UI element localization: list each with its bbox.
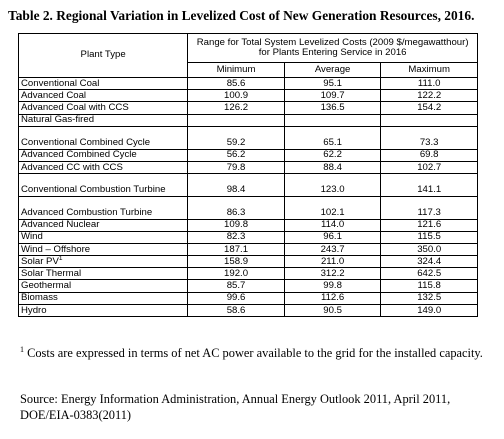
cell-minimum: 82.3 bbox=[187, 230, 285, 244]
table-row: Advanced Nuclear 109.8 114.0 121.6 bbox=[17, 218, 478, 232]
row-label: Advanced Coal with CCS bbox=[17, 101, 189, 115]
cell-minimum: 98.4 bbox=[187, 172, 285, 197]
cell-maximum: 69.8 bbox=[380, 148, 478, 162]
cell-minimum: 187.1 bbox=[187, 242, 285, 257]
table-row: Solar PV1 158.9 211.0 324.4 bbox=[17, 254, 478, 269]
source-citation: Source: Energy Information Administratio… bbox=[20, 392, 451, 422]
cell-maximum: 141.1 bbox=[380, 172, 478, 197]
cell-minimum: 158.9 bbox=[187, 255, 285, 269]
table-row: Conventional Coal 85.6 95.1 111.0 bbox=[17, 76, 478, 91]
row-label: Advanced Combustion Turbine bbox=[17, 195, 189, 220]
cell-average: 123.0 bbox=[283, 172, 382, 197]
cell-average: 114.0 bbox=[283, 218, 382, 232]
row-label: Advanced Nuclear bbox=[17, 218, 189, 232]
row-label: Advanced Coal bbox=[17, 89, 189, 103]
cell-maximum: 132.5 bbox=[380, 291, 478, 305]
row-label: Advanced Combined Cycle bbox=[17, 148, 189, 162]
cell-average: 90.5 bbox=[283, 303, 382, 318]
cell-average: 95.1 bbox=[283, 76, 382, 91]
cell-average: 109.7 bbox=[283, 89, 382, 103]
header-cost-range: Range for Total System Levelized Costs (… bbox=[187, 33, 478, 63]
cell-maximum: 115.5 bbox=[380, 230, 478, 244]
cell-average: 112.6 bbox=[283, 291, 382, 305]
cell-minimum: 85.7 bbox=[187, 279, 285, 293]
cell-average: 211.0 bbox=[283, 255, 382, 269]
table-row: Conventional Combined Cycle 59.2 65.1 73… bbox=[17, 125, 478, 150]
row-label: Conventional Combustion Turbine bbox=[17, 172, 189, 197]
footnote-text: Costs are expressed in terms of net AC p… bbox=[24, 346, 483, 360]
table-row: Geothermal 85.7 99.8 115.8 bbox=[17, 279, 478, 293]
cell-minimum bbox=[187, 113, 285, 127]
header-plant-type: Plant Type bbox=[17, 33, 189, 78]
footnote: 1 Costs are expressed in terms of net AC… bbox=[20, 344, 496, 362]
cell-average: 88.4 bbox=[283, 160, 382, 174]
row-label: Solar Thermal bbox=[17, 267, 189, 281]
cell-average: 65.1 bbox=[283, 125, 382, 150]
row-label-cell: Solar PV1 bbox=[17, 254, 189, 269]
cell-maximum: 324.4 bbox=[380, 255, 478, 269]
row-label: Advanced CC with CCS bbox=[17, 160, 189, 174]
row-label: Biomass bbox=[17, 291, 189, 305]
table-row: Solar Thermal 192.0 312.2 642.5 bbox=[17, 267, 478, 281]
table-row: Hydro 58.6 90.5 149.0 bbox=[17, 303, 478, 318]
table-row: Wind – Offshore 187.1 243.7 350.0 bbox=[17, 242, 478, 257]
cell-average: 243.7 bbox=[283, 242, 382, 257]
table-row: Biomass 99.6 112.6 132.5 bbox=[17, 291, 478, 305]
cell-minimum: 85.6 bbox=[187, 76, 285, 91]
table-row: Conventional Combustion Turbine 98.4 123… bbox=[17, 172, 478, 197]
table-row: Advanced CC with CCS 79.8 88.4 102.7 bbox=[17, 160, 478, 174]
table-row: Advanced Combined Cycle 56.2 62.2 69.8 bbox=[17, 148, 478, 162]
cell-maximum: 122.2 bbox=[380, 89, 478, 103]
table-row: Advanced Coal with CCS 126.2 136.5 154.2 bbox=[17, 101, 478, 115]
table-title: Table 2. Regional Variation in Levelized… bbox=[8, 8, 475, 23]
cell-minimum: 126.2 bbox=[187, 101, 285, 115]
row-label: Hydro bbox=[17, 303, 189, 318]
table-row: Wind 82.3 96.1 115.5 bbox=[17, 230, 478, 244]
cell-maximum: 73.3 bbox=[380, 125, 478, 150]
cell-minimum: 59.2 bbox=[187, 125, 285, 150]
cell-average bbox=[283, 113, 382, 127]
cell-average: 62.2 bbox=[283, 148, 382, 162]
cell-minimum: 192.0 bbox=[187, 267, 285, 281]
row-label: Natural Gas-fired bbox=[17, 113, 189, 127]
cell-maximum: 350.0 bbox=[380, 242, 478, 257]
cell-maximum: 111.0 bbox=[380, 76, 478, 91]
row-label: Conventional Coal bbox=[17, 76, 189, 91]
cell-maximum bbox=[380, 113, 478, 127]
footnote-marker: 1 bbox=[58, 254, 63, 262]
levelized-cost-table: Plant Type Range for Total System Leveli… bbox=[17, 33, 478, 318]
cell-minimum: 58.6 bbox=[187, 303, 285, 318]
cell-minimum: 56.2 bbox=[187, 148, 285, 162]
cell-average: 312.2 bbox=[283, 267, 382, 281]
row-label: Geothermal bbox=[17, 279, 189, 293]
cell-minimum: 100.9 bbox=[187, 89, 285, 103]
cell-average: 96.1 bbox=[283, 230, 382, 244]
row-label: Wind bbox=[17, 230, 189, 244]
footnote-number: 1 bbox=[20, 344, 24, 354]
cell-average: 102.1 bbox=[283, 195, 382, 220]
header-average: Average bbox=[283, 61, 382, 79]
cell-maximum: 115.8 bbox=[380, 279, 478, 293]
table-row-group-header: Natural Gas-fired bbox=[17, 113, 478, 127]
cell-maximum: 117.3 bbox=[380, 195, 478, 220]
header-minimum: Minimum bbox=[187, 61, 285, 79]
cell-maximum: 149.0 bbox=[380, 303, 478, 318]
cell-average: 99.8 bbox=[283, 279, 382, 293]
row-label: Conventional Combined Cycle bbox=[17, 125, 189, 150]
cell-minimum: 79.8 bbox=[187, 160, 285, 174]
row-label: Solar PV bbox=[21, 255, 59, 267]
cell-maximum: 642.5 bbox=[380, 267, 478, 281]
cell-maximum: 154.2 bbox=[380, 101, 478, 115]
header-maximum: Maximum bbox=[380, 61, 478, 79]
cell-maximum: 102.7 bbox=[380, 160, 478, 174]
cell-minimum: 99.6 bbox=[187, 291, 285, 305]
cell-maximum: 121.6 bbox=[380, 218, 478, 232]
cell-minimum: 86.3 bbox=[187, 195, 285, 220]
cell-minimum: 109.8 bbox=[187, 218, 285, 232]
table-row: Advanced Combustion Turbine 86.3 102.1 1… bbox=[17, 195, 478, 220]
cell-average: 136.5 bbox=[283, 101, 382, 115]
table-row: Advanced Coal 100.9 109.7 122.2 bbox=[17, 89, 478, 103]
row-label: Wind – Offshore bbox=[17, 242, 189, 257]
